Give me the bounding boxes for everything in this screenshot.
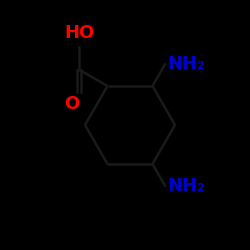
Text: HO: HO (64, 24, 94, 42)
Text: NH₂: NH₂ (168, 176, 205, 194)
Text: O: O (64, 95, 80, 113)
Text: NH₂: NH₂ (168, 56, 205, 74)
